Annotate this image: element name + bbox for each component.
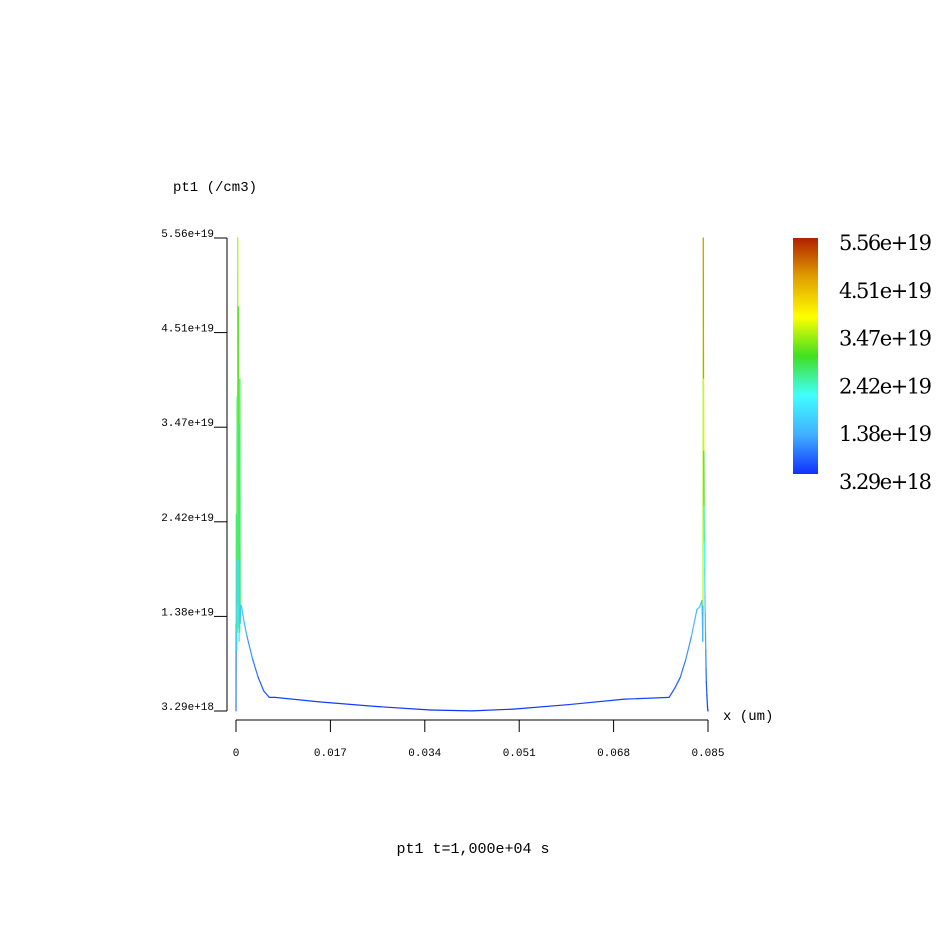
curve-segment (318, 701, 376, 707)
colorbar-label: 3.47e+19 (839, 327, 931, 351)
curve-segment (513, 703, 570, 710)
colorbar-label: 1.38e+19 (839, 422, 931, 446)
curve-segment (679, 658, 687, 679)
curve-segment (240, 606, 245, 624)
x-tick-label: 0.068 (597, 748, 630, 760)
curve-segment (696, 606, 701, 611)
curve-segment (624, 696, 670, 700)
y-tick-label: 2.42e+19 (161, 513, 214, 525)
curve-segment (263, 690, 270, 698)
x-tick-label: 0.051 (503, 748, 536, 760)
curve-segment (706, 694, 709, 707)
curve-segment (668, 687, 676, 698)
y-tick-label: 1.38e+19 (161, 607, 214, 619)
y-tick-label: 3.29e+18 (161, 702, 214, 714)
x-tick-label: 0 (233, 748, 240, 760)
curve-segment (568, 698, 626, 706)
colorbar-label: 2.42e+19 (839, 374, 931, 398)
curve-segment (246, 636, 254, 660)
y-tick-label: 5.56e+19 (161, 229, 214, 241)
y-axis-title: pt1 (/cm3) (173, 180, 257, 196)
curve-segment (252, 658, 259, 679)
x-tick-label: 0.017 (314, 748, 347, 760)
curve-segment (374, 705, 431, 711)
colorbar-label: 5.56e+19 (839, 231, 931, 255)
y-axis: 3.29e+18 1.38e+19 2.42e+19 3.47e+19 4.51e+19… (161, 229, 228, 714)
colorbar-label: 3.29e+18 (839, 470, 931, 494)
y-tick-label: 4.51e+19 (161, 324, 214, 336)
curve-segment (674, 676, 681, 689)
curve-segment (471, 708, 515, 712)
curve-segment (274, 696, 320, 703)
colorbar: 5.56e+19 4.51e+19 3.47e+19 2.42e+19 1.38e+19… (793, 231, 932, 494)
x-axis-title: x (um) (723, 709, 773, 725)
colorbar-label: 4.51e+19 (839, 279, 931, 303)
curve-segment (706, 705, 709, 712)
curve-segment (690, 609, 698, 638)
chart-caption: pt1 t=1,000e+04 s (396, 841, 549, 858)
x-tick-label: 0.085 (691, 748, 724, 760)
curve-segment (705, 681, 708, 697)
curve-segment (257, 676, 265, 692)
curve-segment (685, 636, 692, 660)
x-axis: 0 0.017 0.034 0.051 0.068 0.085 (233, 719, 725, 760)
series-curve (235, 237, 709, 712)
curve-segment (243, 622, 248, 638)
curve-segment (429, 709, 473, 712)
colorbar-gradient (793, 238, 818, 474)
y-tick-label: 3.47e+19 (161, 418, 214, 430)
x-tick-label: 0.034 (408, 748, 441, 760)
